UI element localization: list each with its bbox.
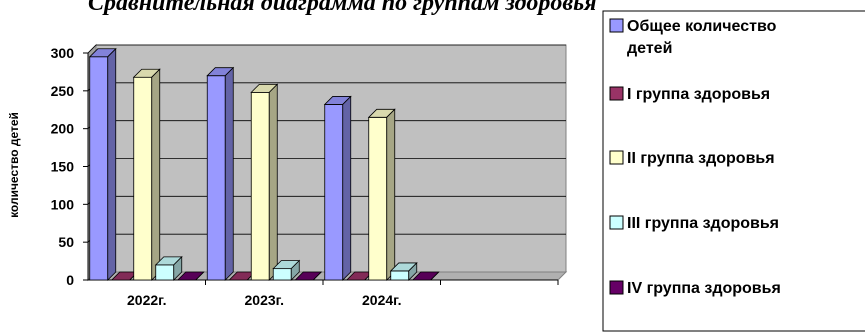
legend-item: III группа здоровья bbox=[609, 215, 779, 232]
grid-line bbox=[87, 44, 97, 54]
bar bbox=[411, 271, 440, 281]
y-tick-label: 150 bbox=[51, 159, 75, 175]
bar bbox=[250, 83, 279, 281]
bar bbox=[132, 68, 161, 281]
y-tick-labels: 0 50 100 150 200 250 300 bbox=[51, 45, 88, 288]
legend-item: II группа здоровья bbox=[609, 150, 775, 167]
y-axis-title: количество детей bbox=[7, 112, 21, 218]
bar bbox=[206, 66, 235, 281]
x-tick-labels: 2022г. 2023г. 2024г. bbox=[127, 280, 559, 308]
y-tick-label: 250 bbox=[51, 83, 75, 99]
x-tick-label: 2024г. bbox=[362, 292, 401, 308]
bar bbox=[272, 259, 301, 281]
legend-swatch bbox=[609, 150, 624, 165]
legend-items: Общее количество детей I группа здоровья II… bbox=[609, 18, 781, 297]
legend-label: IV группа здоровья bbox=[627, 280, 781, 297]
legend-label: III группа здоровья bbox=[627, 215, 779, 232]
legend-item: IV группа здоровья bbox=[609, 280, 781, 297]
legend: Общее количество детей I группа здоровья II… bbox=[602, 10, 865, 332]
legend-item: Общее количество детей bbox=[609, 18, 777, 57]
legend-swatch bbox=[609, 18, 624, 33]
y-tick-label: 200 bbox=[51, 121, 75, 137]
legend-item: I группа здоровья bbox=[609, 86, 770, 103]
y-tick-label: 100 bbox=[51, 196, 75, 212]
x-tick-label: 2022г. bbox=[127, 292, 166, 308]
legend-label: I группа здоровья bbox=[627, 86, 770, 103]
legend-swatch bbox=[609, 215, 624, 230]
bar bbox=[367, 108, 396, 281]
chart-title: Сравнительная диаграмма по группам здоро… bbox=[88, 0, 596, 16]
bar bbox=[389, 261, 418, 281]
y-tick-label: 50 bbox=[58, 234, 74, 250]
legend-box bbox=[602, 10, 865, 332]
x-tick-label: 2023г. bbox=[245, 292, 284, 308]
legend-label: Общее количество детей bbox=[627, 18, 777, 57]
legend-swatch bbox=[609, 280, 624, 295]
legend-label: II группа здоровья bbox=[627, 150, 775, 167]
bar bbox=[88, 47, 117, 281]
bar bbox=[154, 255, 183, 281]
bar bbox=[294, 271, 323, 281]
y-tick-label: 0 bbox=[66, 272, 74, 288]
bar bbox=[323, 95, 352, 281]
legend-swatch bbox=[609, 86, 624, 101]
bar bbox=[176, 271, 205, 281]
y-tick-label: 300 bbox=[51, 45, 75, 61]
bars bbox=[88, 47, 440, 281]
